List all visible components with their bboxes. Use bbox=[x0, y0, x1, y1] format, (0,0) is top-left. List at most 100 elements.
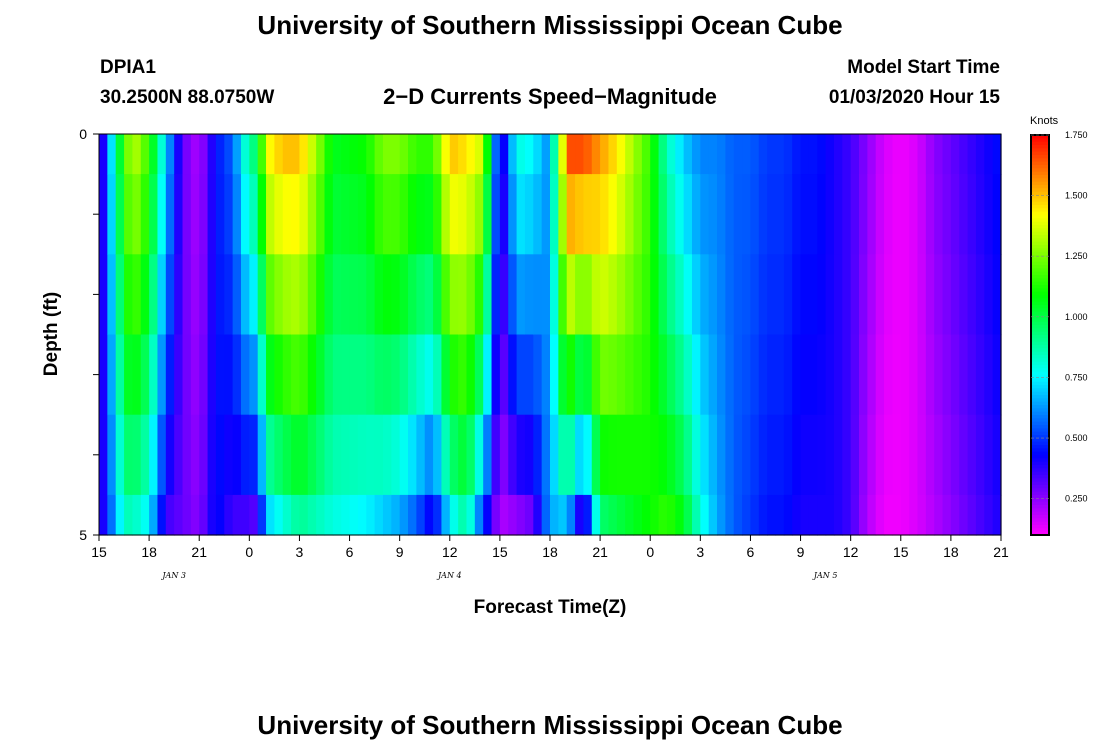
heatmap-cell bbox=[240, 254, 250, 336]
model-start-time: 01/03/2020 Hour 15 bbox=[828, 87, 1000, 108]
heatmap-cell bbox=[658, 334, 668, 416]
heatmap-cell bbox=[950, 334, 960, 416]
heatmap-cell bbox=[717, 174, 726, 255]
heatmap-cell bbox=[391, 174, 401, 255]
heatmap-cell bbox=[817, 414, 827, 496]
colorbar-swatch bbox=[1031, 371, 1049, 376]
heatmap-cell bbox=[800, 134, 810, 175]
heatmap-cell bbox=[449, 174, 459, 255]
heatmap-cell bbox=[408, 494, 417, 536]
heatmap-cell bbox=[583, 494, 593, 536]
heatmap-cell bbox=[909, 254, 919, 336]
colorbar-swatch bbox=[1031, 148, 1049, 153]
heatmap-cell bbox=[207, 134, 217, 175]
heatmap-cell bbox=[249, 334, 259, 416]
colorbar-swatch bbox=[1031, 231, 1049, 236]
heatmap-cell bbox=[742, 494, 752, 536]
heatmap-cell bbox=[733, 254, 743, 336]
heatmap-cell bbox=[566, 334, 576, 416]
heatmap-cell bbox=[767, 334, 777, 416]
heatmap-cell bbox=[616, 134, 626, 175]
colorbar-swatch bbox=[1031, 521, 1049, 526]
heatmap-cell bbox=[700, 494, 710, 536]
heatmap-cell bbox=[182, 134, 192, 175]
colorbar-swatch bbox=[1031, 251, 1049, 256]
heatmap-cell bbox=[683, 254, 693, 336]
colorbar-swatch bbox=[1031, 515, 1049, 519]
day-label: JAN 4 bbox=[437, 571, 462, 580]
heatmap-cell bbox=[483, 414, 493, 496]
heatmap-cell bbox=[900, 414, 910, 496]
colorbar-swatch bbox=[1031, 518, 1049, 523]
heatmap-cell bbox=[942, 174, 952, 255]
heatmap-cell bbox=[775, 494, 785, 536]
colorbar-swatch bbox=[1031, 445, 1049, 449]
heatmap-cell bbox=[416, 134, 426, 175]
colorbar-swatch bbox=[1031, 438, 1049, 443]
heatmap-cell bbox=[474, 254, 484, 336]
heatmap-cell bbox=[316, 334, 326, 416]
colorbar-frame bbox=[1030, 134, 1050, 536]
heatmap-cell bbox=[332, 494, 342, 536]
heatmap-cell bbox=[992, 254, 1002, 336]
heatmap-cell bbox=[708, 494, 718, 536]
heatmap-cell bbox=[950, 494, 960, 536]
heatmap-cell bbox=[424, 334, 434, 416]
heatmap-cell bbox=[658, 254, 668, 336]
heatmap-cell bbox=[717, 494, 726, 536]
heatmap-cell bbox=[291, 134, 301, 175]
heatmap-cell bbox=[733, 414, 743, 496]
heatmap-cell bbox=[934, 134, 944, 175]
heatmap-cell bbox=[842, 494, 852, 536]
heatmap-cell bbox=[182, 414, 192, 496]
heatmap-cell bbox=[207, 174, 217, 255]
heatmap-cell bbox=[959, 494, 969, 536]
heatmap-cell bbox=[641, 334, 651, 416]
heatmap-cell bbox=[316, 494, 326, 536]
heatmap-cell bbox=[608, 174, 618, 255]
heatmap-cell bbox=[758, 134, 768, 175]
heatmap-cell bbox=[524, 174, 534, 255]
heatmap-cell bbox=[708, 134, 718, 175]
heatmap-cell bbox=[291, 494, 301, 536]
heatmap-cell bbox=[449, 254, 459, 336]
colorbar-swatch bbox=[1031, 181, 1049, 186]
heatmap-cell bbox=[541, 494, 551, 536]
heatmap-cell bbox=[633, 254, 643, 336]
colorbar-swatch bbox=[1031, 248, 1049, 253]
heatmap-cell bbox=[984, 174, 994, 255]
heatmap-cell bbox=[750, 494, 760, 536]
heatmap-cell bbox=[942, 134, 952, 175]
heatmap-cell bbox=[775, 174, 785, 255]
heatmap-cell bbox=[825, 494, 835, 536]
colorbar-swatch bbox=[1031, 378, 1049, 383]
heatmap-cell bbox=[140, 414, 150, 496]
heatmap-cell bbox=[466, 334, 476, 416]
heatmap-cell bbox=[758, 334, 768, 416]
colorbar-swatch bbox=[1031, 425, 1049, 429]
heatmap-cell bbox=[959, 174, 969, 255]
heatmap-cell bbox=[775, 254, 785, 336]
heatmap-cell bbox=[124, 174, 134, 255]
colorbar-swatch bbox=[1031, 381, 1049, 386]
heatmap-cell bbox=[767, 254, 777, 336]
heatmap-cell bbox=[917, 494, 927, 536]
heatmap-cell bbox=[825, 414, 835, 496]
colorbar-swatch bbox=[1031, 171, 1049, 176]
heatmap-cell bbox=[850, 134, 860, 175]
x-tick-label: 18 bbox=[141, 544, 157, 560]
heatmap-cell bbox=[633, 414, 643, 496]
heatmap-cell bbox=[717, 414, 726, 496]
heatmap-cell bbox=[399, 334, 409, 416]
heatmap-cell bbox=[366, 494, 376, 536]
heatmap-cell bbox=[533, 174, 543, 255]
heatmap-cell bbox=[992, 414, 1002, 496]
heatmap-cell bbox=[257, 254, 267, 336]
heatmap-cell bbox=[533, 134, 543, 175]
heatmap-cell bbox=[967, 334, 977, 416]
heatmap-cell bbox=[792, 174, 802, 255]
heatmap-cell bbox=[483, 174, 493, 255]
heatmap-cell bbox=[249, 134, 259, 175]
heatmap-cell bbox=[909, 414, 919, 496]
heatmap-cell bbox=[600, 254, 610, 336]
